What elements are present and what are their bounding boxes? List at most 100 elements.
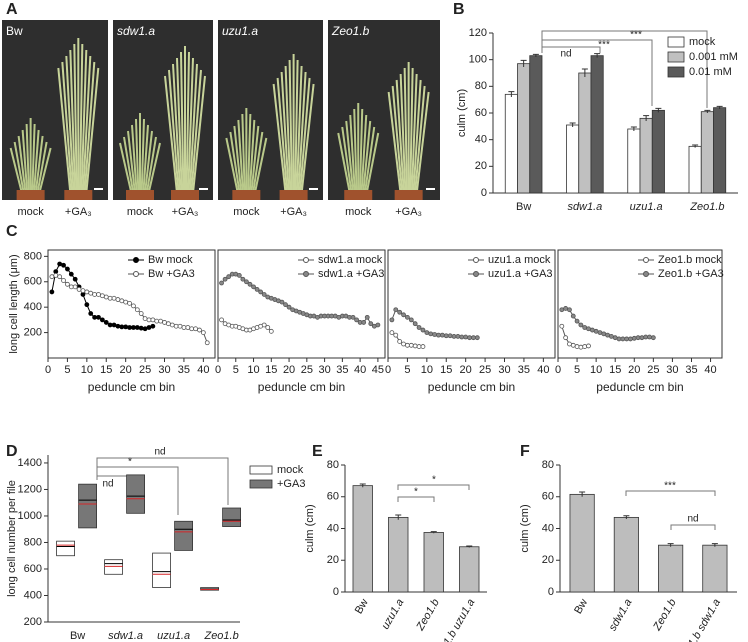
point [574, 344, 580, 349]
plant-leaf [294, 59, 299, 199]
plant-leaf [284, 65, 292, 199]
y-tick-label: 200 [24, 616, 42, 628]
point [177, 323, 183, 329]
pot [126, 190, 154, 200]
x-axis-label: peduncle cm bin [88, 380, 175, 394]
significance-label: nd [154, 447, 165, 458]
box [222, 507, 242, 527]
panel-letter: C [6, 223, 18, 240]
point [393, 307, 399, 313]
plant-leaf [349, 114, 357, 199]
point [61, 278, 66, 283]
plant-leaf [276, 77, 289, 199]
point [597, 330, 603, 335]
error-bar [569, 122, 576, 127]
y-tick-label: 800 [24, 250, 42, 262]
legend-label: Bw mock [148, 254, 193, 266]
point [119, 298, 125, 304]
plant-leaf [251, 131, 264, 199]
significance-label: * [432, 475, 436, 486]
y-tick-label: 800 [24, 536, 42, 548]
error-bar [466, 545, 473, 548]
point [401, 312, 406, 318]
plot-frame [217, 249, 386, 359]
point [612, 335, 618, 341]
point [578, 344, 584, 350]
plant-leaf [21, 129, 29, 199]
x-tick-label: Bw [572, 597, 590, 616]
x-tick-label: 40 [537, 364, 549, 376]
point [254, 286, 260, 292]
y-axis-label: culm (cm) [456, 89, 468, 137]
bar [713, 107, 727, 194]
plant-leaf [127, 130, 137, 199]
plant-leaf [37, 147, 52, 199]
plant-leaf [387, 91, 403, 199]
legend-label: uzu1.a +GA3 [488, 268, 553, 280]
point [650, 335, 656, 341]
point [123, 299, 129, 305]
plant-leaf [57, 67, 72, 199]
point [193, 326, 198, 332]
point [416, 344, 422, 349]
point [247, 281, 253, 287]
scale-bar [94, 188, 103, 190]
error-bar [692, 144, 699, 148]
point [631, 335, 637, 341]
plant-leaf [83, 61, 96, 199]
x-tick-label: 0 [385, 364, 391, 376]
photo-caption: mock [17, 206, 44, 218]
point [593, 328, 599, 334]
plant-leaf [363, 126, 376, 199]
photo-caption: +GA₃ [395, 206, 422, 218]
point [563, 306, 569, 311]
point [389, 317, 395, 323]
error-bar [532, 53, 539, 57]
point [61, 262, 66, 268]
error-bar [623, 515, 630, 519]
y-tick-label: 20 [475, 160, 487, 172]
plant-leaf [80, 49, 88, 199]
plant-leaf [190, 69, 202, 199]
plant-leaf [337, 132, 352, 199]
plant-leaf [123, 136, 135, 199]
legend-label: uzu1.a mock [488, 254, 551, 266]
point [115, 297, 121, 302]
bar [688, 145, 702, 194]
panel-letter: E [312, 443, 323, 460]
y-tick-label: 200 [24, 326, 42, 338]
point [134, 325, 140, 330]
plant-leaf [295, 65, 303, 199]
plant-leaf [78, 43, 84, 199]
y-tick-label: 1400 [18, 457, 42, 469]
point [65, 266, 70, 272]
significance-bracket [541, 30, 708, 108]
x-tick-label: 40 [197, 364, 209, 376]
x-tick-label: 5 [233, 364, 239, 376]
y-axis-label: culm (cm) [519, 504, 531, 552]
point [405, 342, 410, 348]
x-tick-label: 35 [685, 364, 697, 376]
panel-letter: D [6, 443, 18, 460]
point [103, 320, 109, 325]
plant-leaf [361, 120, 372, 199]
y-tick-label: 80 [475, 80, 487, 92]
plant-leaf [353, 108, 358, 199]
plant-leaf [81, 55, 92, 199]
point [397, 339, 403, 344]
point [173, 323, 179, 329]
point [601, 331, 607, 337]
plant-leaf [187, 57, 194, 199]
point [447, 333, 453, 339]
point [72, 276, 78, 282]
point [389, 330, 395, 335]
box [78, 483, 97, 529]
x-tick-label: 20 [628, 364, 640, 376]
bar [702, 544, 728, 593]
x-tick-label: Zeo1.b [414, 597, 442, 634]
x-tick-label: 20 [120, 364, 132, 376]
y-tick-label: 20 [542, 554, 554, 566]
y-tick-label: 60 [542, 491, 554, 503]
point [401, 341, 406, 347]
significance-label: * [414, 487, 418, 498]
